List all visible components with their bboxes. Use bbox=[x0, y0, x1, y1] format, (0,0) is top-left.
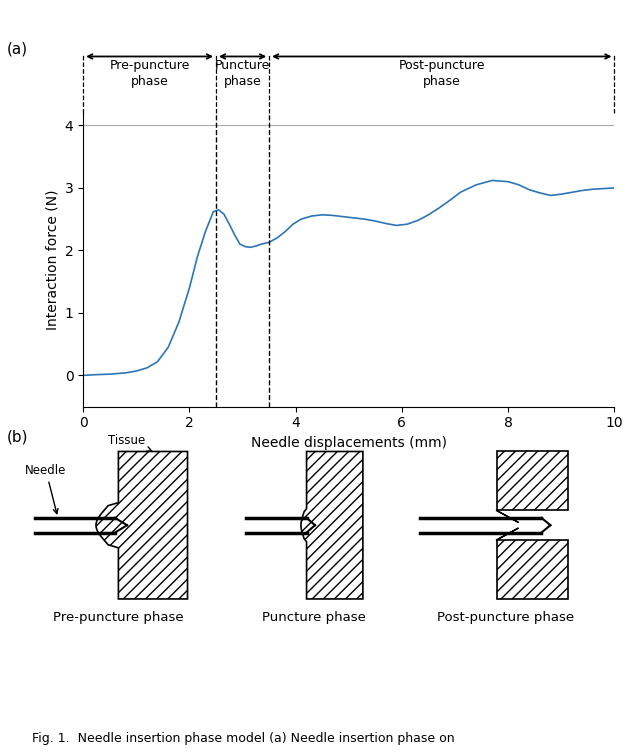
Text: Fig. 1.  Needle insertion phase model (a) Needle insertion phase on: Fig. 1. Needle insertion phase model (a)… bbox=[32, 733, 454, 745]
Text: phase: phase bbox=[131, 75, 168, 88]
Polygon shape bbox=[497, 540, 568, 599]
Polygon shape bbox=[301, 452, 363, 599]
Text: Tissue: Tissue bbox=[108, 434, 152, 451]
Text: phase: phase bbox=[224, 75, 261, 88]
Text: Pre-puncture: Pre-puncture bbox=[109, 59, 190, 72]
Text: (a): (a) bbox=[6, 41, 28, 56]
Text: Puncture phase: Puncture phase bbox=[262, 611, 365, 624]
Polygon shape bbox=[497, 452, 568, 511]
Text: (b): (b) bbox=[6, 429, 28, 444]
Text: Puncture: Puncture bbox=[215, 59, 270, 72]
Y-axis label: Interaction force (N): Interaction force (N) bbox=[45, 190, 59, 330]
Text: Pre-puncture phase: Pre-puncture phase bbox=[53, 611, 184, 624]
Text: Post-puncture phase: Post-puncture phase bbox=[437, 611, 574, 624]
Text: phase: phase bbox=[423, 75, 461, 88]
Text: Post-puncture: Post-puncture bbox=[399, 59, 485, 72]
Text: Needle: Needle bbox=[25, 464, 67, 514]
Polygon shape bbox=[96, 452, 188, 599]
X-axis label: Needle displacements (mm): Needle displacements (mm) bbox=[251, 436, 447, 450]
